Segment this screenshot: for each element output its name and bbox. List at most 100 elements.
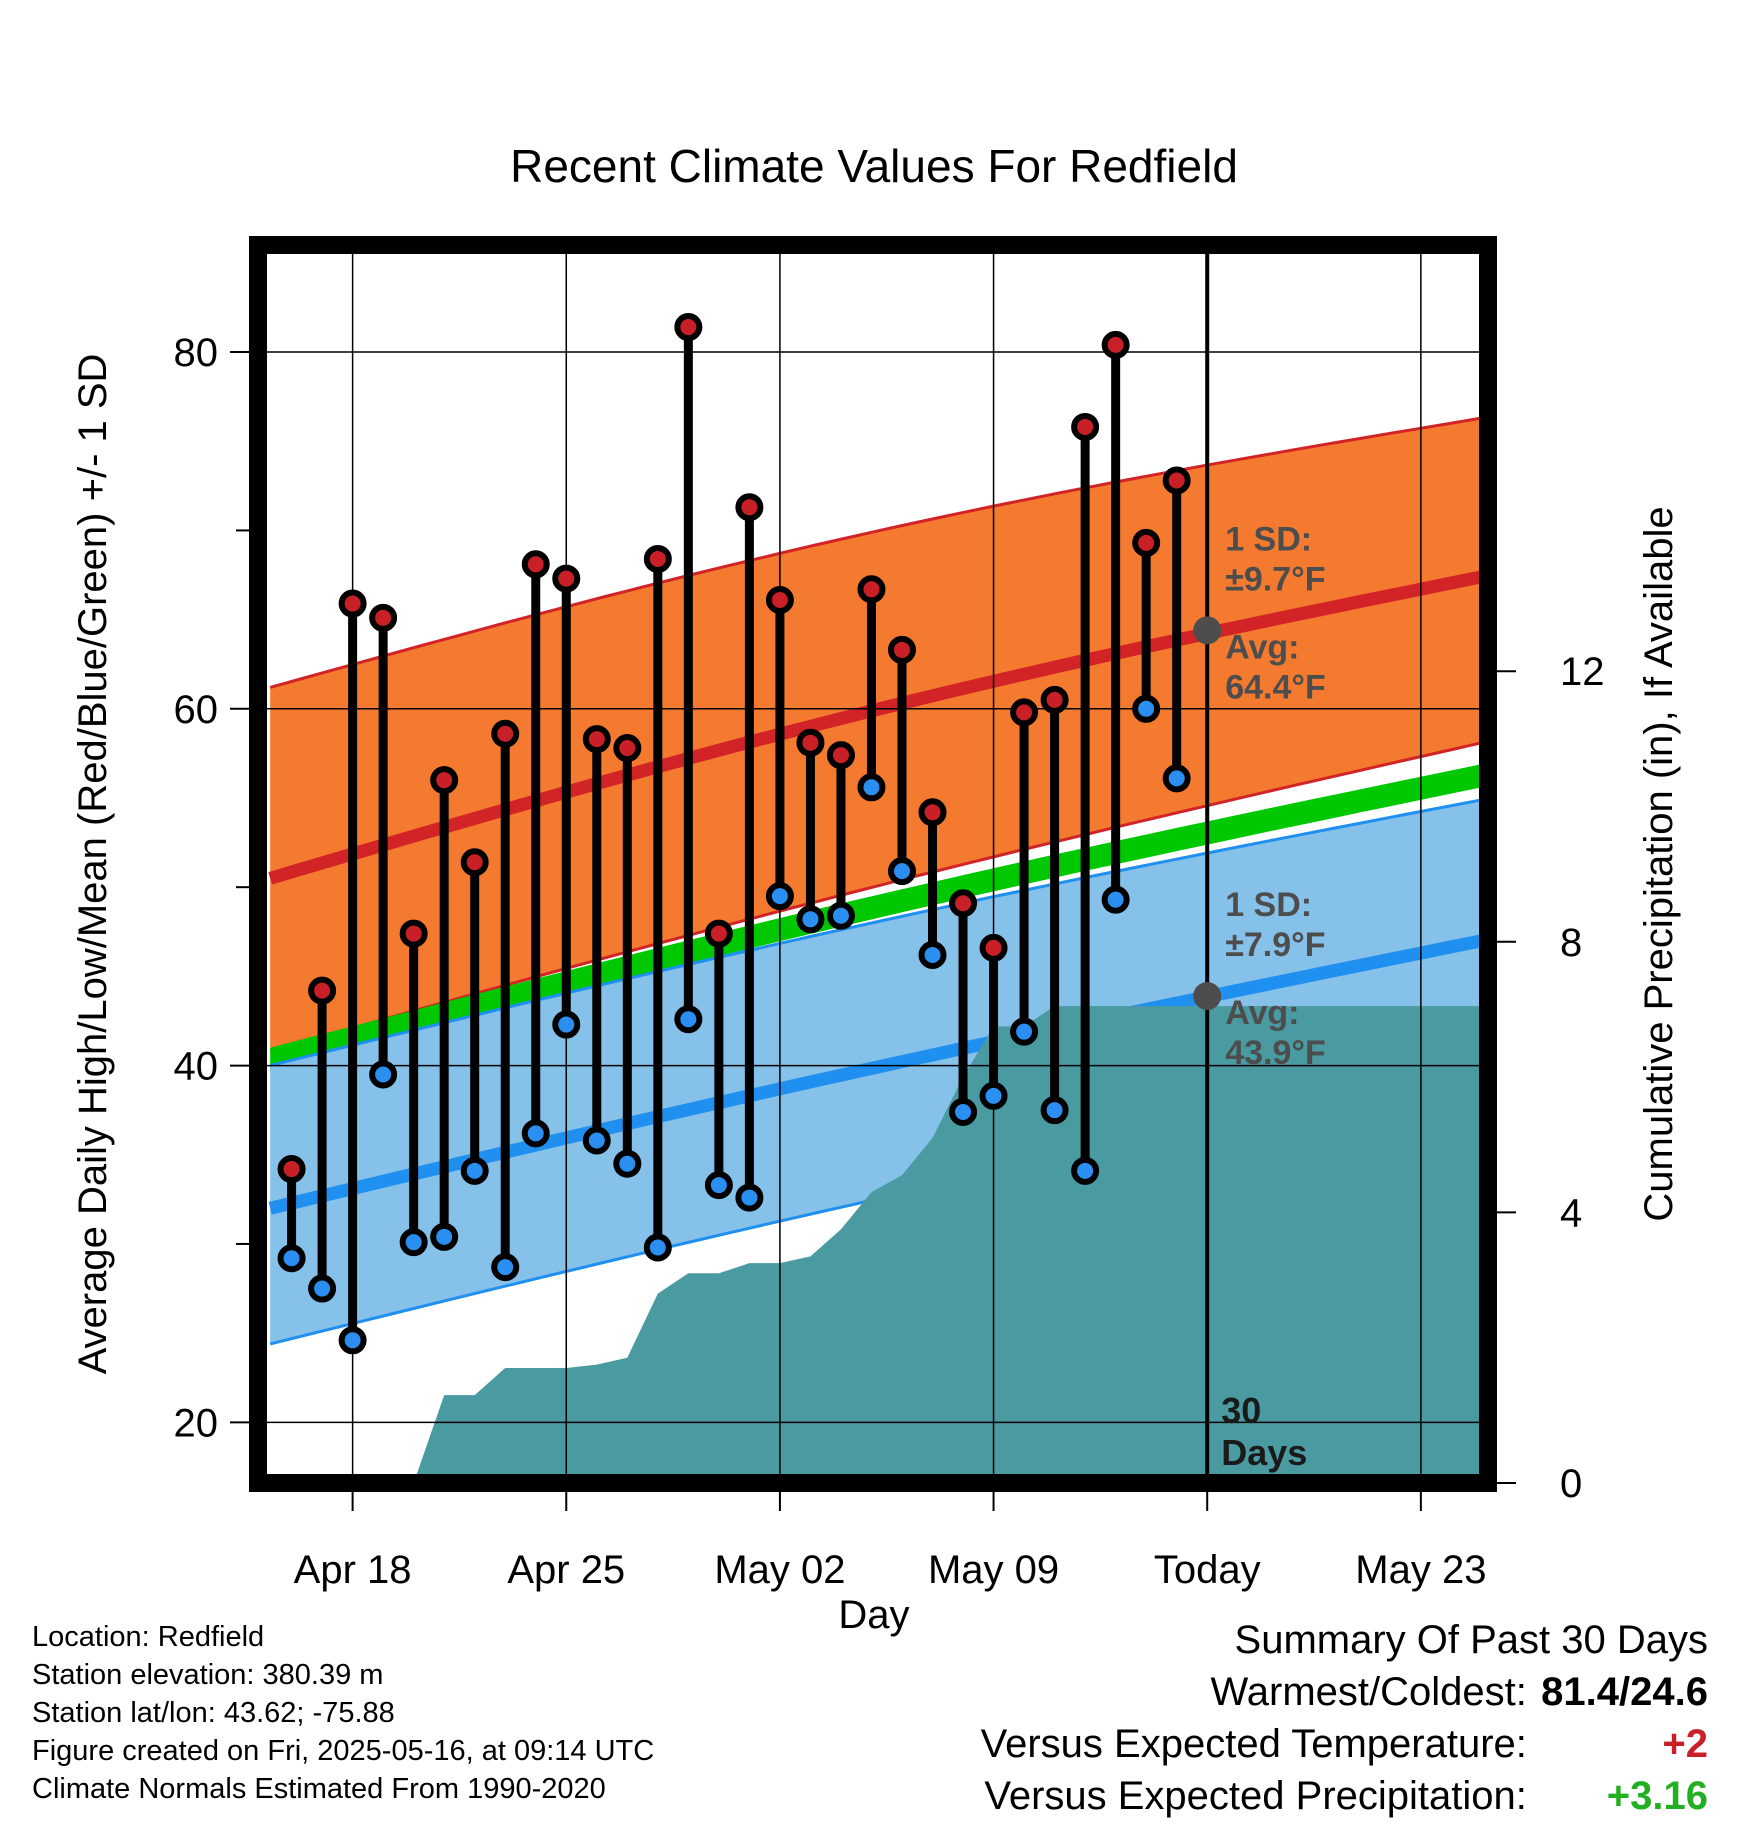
warm-cold-label: Warmest/Coldest: <box>1210 1670 1527 1714</box>
low-point <box>887 857 916 886</box>
low-point <box>735 1183 764 1212</box>
high-point <box>552 564 581 593</box>
high-point <box>613 734 642 763</box>
precip-row: Versus Expected Precipitation: +3.16 <box>981 1770 1708 1822</box>
location-text: Location: Redfield <box>32 1621 265 1653</box>
high-sd-label: 1 SD: <box>1225 520 1312 558</box>
high-point <box>1162 466 1191 495</box>
high-point <box>857 575 886 604</box>
low-point <box>979 1081 1008 1110</box>
daily-range-bars <box>277 313 1191 1355</box>
temp-row: Versus Expected Temperature: +2 <box>981 1718 1708 1770</box>
low-point <box>949 1097 978 1126</box>
precip-label: Versus Expected Precipitation: <box>984 1774 1527 1818</box>
y-tick-label: 20 <box>174 1401 219 1445</box>
x-tick-label: Apr 25 <box>507 1548 625 1592</box>
high-avg-value: 64.4°F <box>1225 668 1326 706</box>
high-point <box>582 725 611 754</box>
low-sd-value: ±7.9°F <box>1225 926 1325 964</box>
x-tick-label: May 23 <box>1355 1548 1486 1592</box>
low-point <box>582 1126 611 1155</box>
high-point <box>826 741 855 770</box>
axis-ticks: Apr 18 Apr 25 May 02 May 09 Today May 2320406… <box>174 331 1605 1592</box>
x-axis-label: Day <box>838 1593 909 1637</box>
x-tick-label: Today <box>1154 1548 1261 1592</box>
summary-title: Summary Of Past 30 Days <box>1234 1618 1708 1662</box>
warm-cold-value: 81.4/24.6 <box>1541 1670 1708 1714</box>
low-point <box>704 1171 733 1200</box>
low-point <box>857 773 886 802</box>
today-period-label: 30 Days <box>1221 1390 1307 1473</box>
low-point <box>1132 694 1161 723</box>
low-average-marker <box>1193 982 1222 1011</box>
high-point <box>765 585 794 614</box>
chart-title: Recent Climate Values For Redfield <box>510 140 1238 192</box>
high-point <box>521 550 550 579</box>
low-point <box>1101 885 1130 914</box>
latlon-text: Station lat/lon: 43.62; -75.88 <box>32 1697 395 1729</box>
low-point <box>521 1119 550 1148</box>
high-point <box>979 933 1008 962</box>
high-point <box>1071 412 1100 441</box>
y2-axis-label: Cumulative Precipitation (in), If Availa… <box>1637 506 1681 1221</box>
plot-area <box>258 245 1488 1483</box>
temp-value: +2 <box>1662 1722 1708 1766</box>
low-point <box>430 1222 459 1251</box>
low-point <box>1071 1156 1100 1185</box>
y2-tick-label: 12 <box>1560 650 1605 694</box>
y-tick-label: 40 <box>174 1045 219 1089</box>
high-point <box>949 889 978 918</box>
high-sd-upper-edge <box>269 416 1483 689</box>
low-sd-label: 1 SD: <box>1225 886 1312 924</box>
high-avg-label: Avg: <box>1225 628 1299 666</box>
high-point <box>674 313 703 342</box>
high-normal-line <box>268 570 1484 885</box>
high-point <box>308 976 337 1005</box>
low-point <box>1162 764 1191 793</box>
y-axis-label: Average Daily High/Low/Mean (Red/Blue/Gr… <box>71 354 115 1375</box>
x-tick-label: May 09 <box>928 1548 1059 1592</box>
high-point <box>399 919 428 948</box>
high-point <box>491 719 520 748</box>
low-avg-value: 43.9°F <box>1225 1034 1326 1072</box>
high-point <box>338 589 367 618</box>
mean-normal-band <box>270 764 1482 1071</box>
high-point <box>643 544 672 573</box>
low-point <box>613 1149 642 1178</box>
high-sd-value: ±9.7°F <box>1225 560 1325 598</box>
y2-tick-label: 0 <box>1560 1462 1582 1506</box>
low-point <box>552 1010 581 1039</box>
low-point <box>643 1233 672 1262</box>
high-point <box>277 1155 306 1184</box>
high-point <box>369 603 398 632</box>
high-point <box>460 848 489 877</box>
high-point <box>704 919 733 948</box>
warm-cold-row: Warmest/Coldest: 81.4/24.6 <box>981 1666 1709 1718</box>
y-tick-label: 60 <box>174 688 219 732</box>
normals-text: Climate Normals Estimated From 1990-2020 <box>32 1773 606 1805</box>
low-point <box>369 1060 398 1089</box>
high-point <box>735 493 764 522</box>
high-point <box>1010 698 1039 727</box>
low-point <box>491 1253 520 1282</box>
high-point <box>430 766 459 795</box>
low-point <box>277 1244 306 1273</box>
low-point <box>338 1326 367 1355</box>
temp-label: Versus Expected Temperature: <box>980 1722 1527 1766</box>
high-point <box>1132 528 1161 557</box>
y2-tick-label: 4 <box>1560 1191 1582 1235</box>
x-tick-label: May 02 <box>714 1548 845 1592</box>
low-avg-label: Avg: <box>1225 994 1299 1032</box>
x-tick-label: Apr 18 <box>294 1548 412 1592</box>
y-tick-label: 80 <box>174 331 219 375</box>
annotations: 1 SD: ±9.7°F Avg: 64.4°F 1 SD: ±7.9°F Av… <box>1221 520 1326 1473</box>
precip-area <box>352 1006 1482 1483</box>
low-point <box>399 1228 428 1257</box>
station-info: Location: Redfield Station elevation: 38… <box>32 1618 654 1808</box>
low-point <box>308 1274 337 1303</box>
low-point <box>1040 1096 1069 1125</box>
precip-value: +3.16 <box>1606 1774 1708 1818</box>
low-point <box>1010 1017 1039 1046</box>
high-point <box>1040 685 1069 714</box>
